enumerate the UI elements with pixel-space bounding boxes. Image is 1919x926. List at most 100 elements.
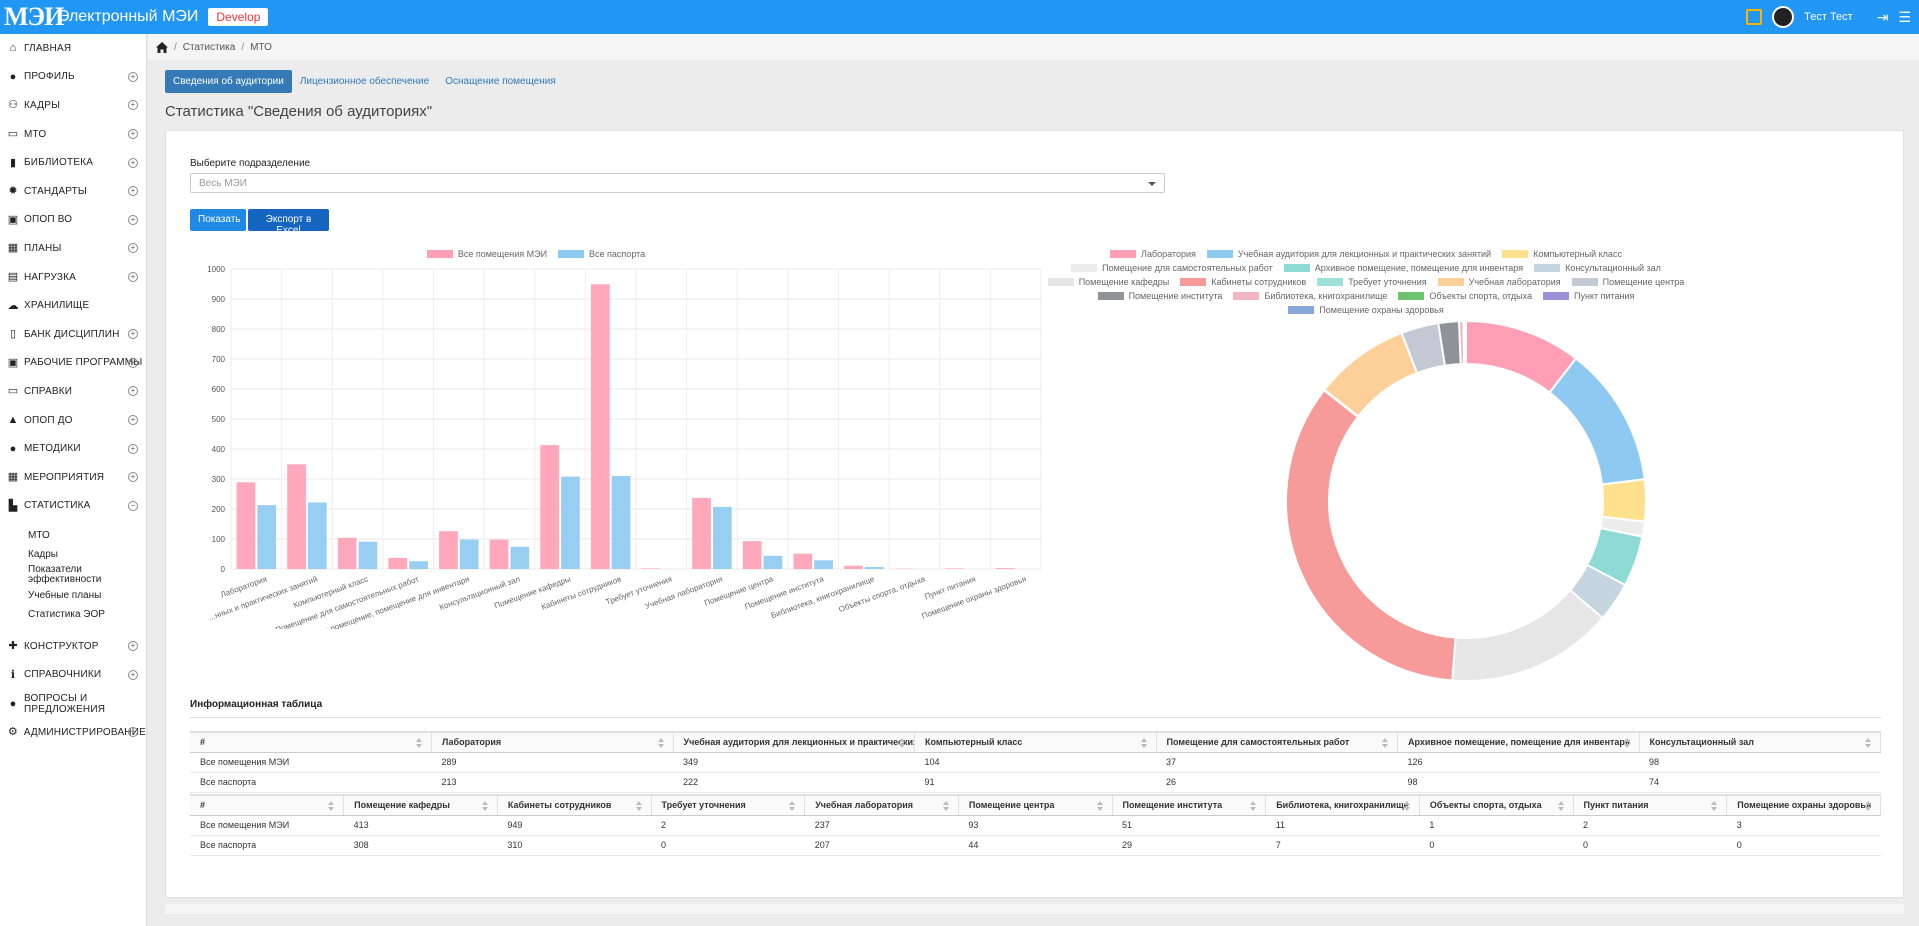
column-header[interactable]: Пункт питания	[1573, 794, 1728, 816]
bar-passport-6[interactable]	[561, 476, 580, 569]
bar-passport-11[interactable]	[814, 560, 833, 569]
show-button[interactable]: Показать	[190, 209, 246, 231]
expand-icon[interactable]: +	[128, 129, 138, 140]
bar-all-9[interactable]	[692, 497, 711, 569]
column-header[interactable]: Консультационный зал	[1639, 731, 1881, 753]
logout-icon[interactable]: ⇥	[1876, 8, 1889, 25]
legend-item[interactable]: Все паспорта	[558, 249, 645, 259]
bar-passport-7[interactable]	[611, 476, 631, 569]
sidebar-item-13[interactable]: ▲ ОПОП ДО +	[0, 406, 146, 435]
column-header[interactable]: #	[190, 731, 432, 753]
column-header[interactable]: Помещение охраны здоровья	[1726, 794, 1881, 816]
expand-icon[interactable]: +	[128, 357, 138, 368]
sidebar-item-15[interactable]: ▦ Мероприятия +	[0, 463, 146, 492]
export-excel-button[interactable]: Экспорт в Excel	[248, 209, 329, 236]
expand-icon[interactable]: +	[128, 415, 138, 426]
tab-equipment[interactable]: Оснащение помещения	[445, 76, 556, 87]
breadcrumb-item[interactable]: Статистика	[182, 41, 236, 53]
legend-item[interactable]: Все помещения МЭИ	[426, 249, 547, 259]
tab-licenses[interactable]: Лицензионное обеспечение	[299, 76, 430, 87]
column-header[interactable]: Помещение центра	[958, 794, 1113, 816]
bar-all-12[interactable]	[844, 565, 863, 569]
column-header[interactable]: Помещение института	[1112, 794, 1267, 816]
bar-passport-5[interactable]	[510, 546, 530, 569]
sort-icon[interactable]	[327, 801, 335, 811]
sort-icon[interactable]	[1864, 738, 1872, 748]
legend-item[interactable]: Помещение охраны здоровья	[1288, 305, 1444, 315]
expand-icon[interactable]: +	[128, 243, 138, 254]
avatar[interactable]	[1772, 6, 1795, 28]
bar-all-6[interactable]	[540, 445, 560, 569]
legend-item[interactable]: Компьютерный класс	[1502, 249, 1622, 259]
legend-item[interactable]: Помещение центра	[1571, 277, 1684, 287]
legend-item[interactable]: Кабинеты сотрудников	[1180, 277, 1306, 287]
bar-all-1[interactable]	[287, 464, 306, 569]
bar-all-7[interactable]	[590, 284, 610, 569]
column-header[interactable]: Помещение кафедры	[343, 794, 498, 816]
home-icon[interactable]	[156, 41, 168, 53]
menu-icon[interactable]: ☰	[1898, 8, 1911, 25]
sidebar-item-8[interactable]: ▤ Нагрузка +	[0, 263, 146, 292]
sidebar-item-a1[interactable]: ℹ Справочники +	[0, 661, 146, 690]
column-header[interactable]: Учебная лаборатория	[804, 794, 959, 816]
bar-passport-12[interactable]	[864, 566, 884, 569]
bar-passport-1[interactable]	[307, 502, 327, 569]
donut-slice-15[interactable]	[1463, 319, 1467, 366]
sidebar-item-a2[interactable]: ● Вопросы и предложения	[0, 689, 146, 718]
bar-all-0[interactable]	[236, 482, 256, 569]
sidebar-item-2[interactable]: ⚇ Кадры +	[0, 91, 146, 120]
sidebar-item-9[interactable]: ☁ Хранилище	[0, 291, 146, 320]
expand-icon[interactable]: +	[128, 186, 138, 197]
column-header[interactable]: Лаборатория	[431, 731, 674, 753]
app-name[interactable]: Электронный МЭИ	[58, 8, 199, 25]
donut-slice-6[interactable]	[1451, 588, 1605, 682]
sidebar-item-0[interactable]: ⌂ Главная	[0, 34, 146, 63]
legend-item[interactable]: Библиотека, книгохранилище	[1233, 291, 1387, 301]
sort-icon[interactable]	[481, 801, 489, 811]
legend-item[interactable]: Архивное помещение, помещение для инвент…	[1283, 263, 1523, 273]
column-header[interactable]: Архивное помещение, помещение для инвент…	[1397, 731, 1640, 753]
legend-item[interactable]: Лаборатория	[1110, 249, 1196, 259]
bar-all-3[interactable]	[388, 557, 408, 569]
collapse-icon[interactable]: −	[128, 500, 138, 511]
column-header[interactable]: Кабинеты сотрудников	[497, 794, 652, 816]
bar-all-11[interactable]	[793, 553, 813, 569]
sort-icon[interactable]	[1096, 801, 1104, 811]
sidebar-item-4[interactable]: ▮ Библиотека +	[0, 148, 146, 177]
sidebar-item-1[interactable]: ● Профиль +	[0, 63, 146, 92]
sidebar-subitem[interactable]: Кадры	[28, 549, 58, 561]
sidebar-subitem[interactable]: Статистика ЭОР	[28, 609, 105, 621]
sort-icon[interactable]	[898, 738, 906, 748]
sidebar-subitem[interactable]: МТО	[28, 530, 50, 542]
sort-icon[interactable]	[1249, 801, 1257, 811]
sort-icon[interactable]	[657, 738, 665, 748]
legend-item[interactable]: Помещение института	[1097, 291, 1222, 301]
donut-slice-2[interactable]	[1600, 478, 1647, 523]
column-header[interactable]: Объекты спорта, отдыха	[1419, 794, 1574, 816]
expand-icon[interactable]: +	[128, 472, 138, 483]
sort-icon[interactable]	[1381, 738, 1389, 748]
expand-icon[interactable]: +	[128, 641, 138, 652]
sidebar-item-11[interactable]: ▣ Рабочие программы +	[0, 349, 146, 378]
expand-icon[interactable]: +	[128, 443, 138, 454]
sort-icon[interactable]	[1710, 801, 1718, 811]
bar-passport-3[interactable]	[409, 561, 428, 569]
bar-passport-4[interactable]	[459, 539, 479, 569]
expand-icon[interactable]: +	[128, 272, 138, 283]
legend-item[interactable]: Требует уточнения	[1317, 277, 1427, 287]
bar-all-15[interactable]	[995, 568, 1015, 569]
sort-icon[interactable]	[942, 801, 950, 811]
bar-all-14[interactable]	[945, 568, 965, 569]
expand-icon[interactable]: +	[128, 386, 138, 397]
sidebar-item-6[interactable]: ▣ ОПОП ВО +	[0, 206, 146, 235]
column-header[interactable]: Библиотека, книгохранилище	[1265, 794, 1420, 816]
legend-item[interactable]: Консультационный зал	[1534, 263, 1661, 273]
expand-icon[interactable]: +	[128, 727, 138, 738]
tab-classrooms[interactable]: Сведения об аудитории	[165, 70, 292, 93]
expand-icon[interactable]: +	[128, 329, 138, 340]
user-name[interactable]: Тест Тест	[1804, 11, 1853, 23]
donut-slice-7[interactable]	[1285, 388, 1457, 682]
sidebar-item-16[interactable]: ▙ Статистика −	[0, 492, 146, 521]
sort-icon[interactable]	[1140, 738, 1148, 748]
bar-passport-10[interactable]	[763, 555, 783, 569]
